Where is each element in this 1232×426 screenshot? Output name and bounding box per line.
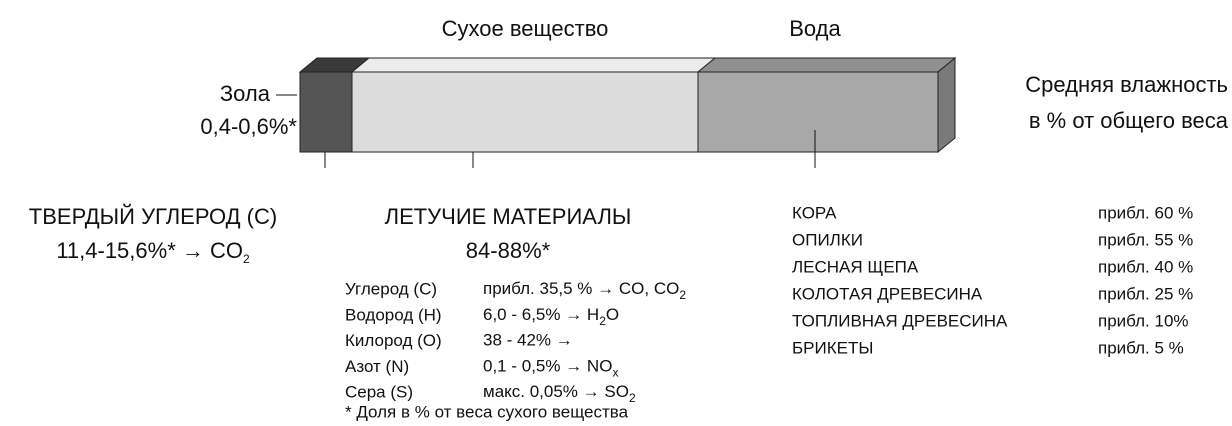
- element: Сера (S): [345, 383, 413, 402]
- amount: макс. 0,05% → SO2: [483, 383, 636, 406]
- element: Азот (N): [345, 357, 409, 376]
- bar-side: [937, 56, 956, 154]
- fuel-name: ОПИЛКИ: [792, 230, 863, 249]
- volatiles-value: 84-88%*: [466, 238, 551, 263]
- footnote: * Доля в % от веса сухого вещества: [345, 402, 629, 421]
- ash-segment: [299, 71, 353, 153]
- fuel-name: ЛЕСНАЯ ЩЕПА: [792, 257, 919, 276]
- volatiles-title: ЛЕТУЧИЕ МАТЕРИАЛЫ: [385, 204, 632, 229]
- amount: 6,0 - 6,5% → H2O: [483, 305, 619, 328]
- fuel-list: КОРА прибл. 60 % ОПИЛКИ прибл. 55 % ЛЕСНАЯ Щ…: [792, 203, 1193, 357]
- fuel-moisture: прибл. 60 %: [1098, 203, 1193, 222]
- volatiles-rows: Углерод (C) прибл. 35,5 % → CO, CO2Водоро…: [345, 279, 686, 405]
- water-top: [696, 57, 957, 73]
- amount-text: 0,1 - 0,5% → NO: [483, 357, 612, 376]
- subscript: 2: [679, 288, 686, 302]
- amount-text: 38 - 42% →: [483, 331, 573, 350]
- amount: 38 - 42% →: [483, 331, 573, 350]
- amount: 0,1 - 0,5% → NOx: [483, 357, 618, 380]
- fuel-moisture: прибл. 5 %: [1098, 338, 1184, 357]
- subscript: 2: [599, 314, 606, 328]
- amount: прибл. 35,5 % → CO, CO2: [483, 279, 686, 302]
- water-label: Вода: [789, 16, 841, 41]
- ash-value: 0,4-0,6%*: [200, 114, 297, 139]
- solid-carbon-title: ТВЕРДЫЙ УГЛЕРОД (C): [29, 204, 277, 229]
- ash-label: Зола: [220, 81, 271, 106]
- subscript: x: [612, 366, 618, 380]
- subscript: 2: [629, 391, 636, 405]
- fuel-name: БРИКЕТЫ: [792, 338, 873, 357]
- element: Килород (O): [345, 331, 442, 350]
- moisture-label: в % от общего веса: [1029, 108, 1229, 133]
- fuel-moisture: прибл. 55 %: [1098, 230, 1193, 249]
- amount-text: O: [606, 305, 619, 324]
- fuel-moisture: прибл. 10%: [1098, 311, 1189, 330]
- subscript: 2: [243, 252, 250, 266]
- amount-text: 6,0 - 6,5% → H: [483, 305, 599, 324]
- dry-label: Сухое вещество: [442, 16, 609, 41]
- water-segment: [697, 71, 939, 153]
- fuel-name: КОЛОТАЯ ДРЕВЕСИНА: [792, 284, 983, 303]
- element: Углерод (C): [345, 279, 437, 298]
- dry-segment: [351, 71, 699, 153]
- fuel-moisture: прибл. 25 %: [1098, 284, 1193, 303]
- fuel-name: КОРА: [792, 203, 837, 222]
- amount-text: макс. 0,05% → SO: [483, 383, 629, 402]
- element: Водород (H): [345, 305, 442, 324]
- dry-top: [350, 57, 717, 73]
- moisture-label: Средняя влажность: [1025, 72, 1228, 97]
- amount-text: прибл. 35,5 % → CO, CO: [483, 279, 679, 298]
- fuel-name: ТОПЛИВНАЯ ДРЕВЕСИНА: [792, 311, 1008, 330]
- fuel-moisture: прибл. 40 %: [1098, 257, 1193, 276]
- solid-carbon-value: 11,4-15,6%* → CO2: [56, 238, 250, 266]
- value: 11,4-15,6%* → CO: [56, 238, 243, 263]
